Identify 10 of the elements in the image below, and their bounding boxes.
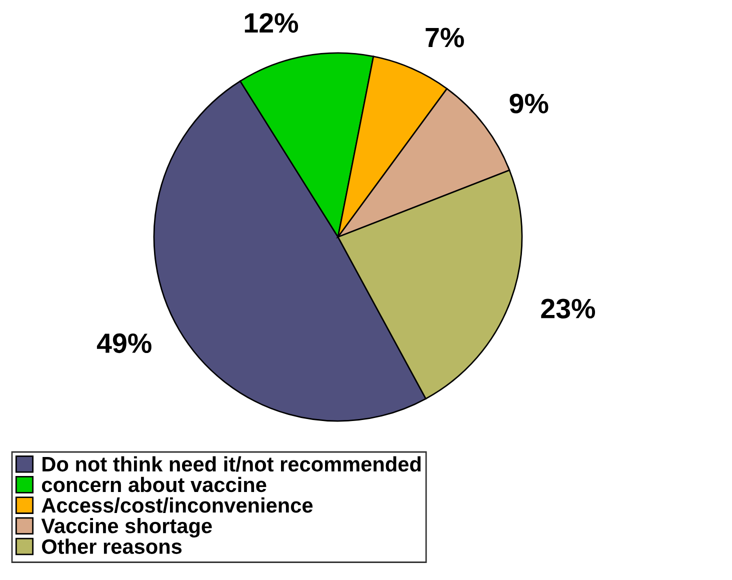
data-label: 23% <box>541 298 596 318</box>
data-label: 9% <box>510 94 548 114</box>
data-label: 7% <box>426 28 464 48</box>
legend-label: Do not think need it/not recommended <box>42 456 421 472</box>
legend-label: concern about vaccine <box>42 476 266 492</box>
data-label: 49% <box>96 333 152 354</box>
legend-label: Access/cost/inconvenience <box>42 497 313 513</box>
legend-label: Vaccine shortage <box>41 518 212 538</box>
legend-label: Other reasons <box>42 538 182 554</box>
data-label: 12% <box>244 13 298 33</box>
